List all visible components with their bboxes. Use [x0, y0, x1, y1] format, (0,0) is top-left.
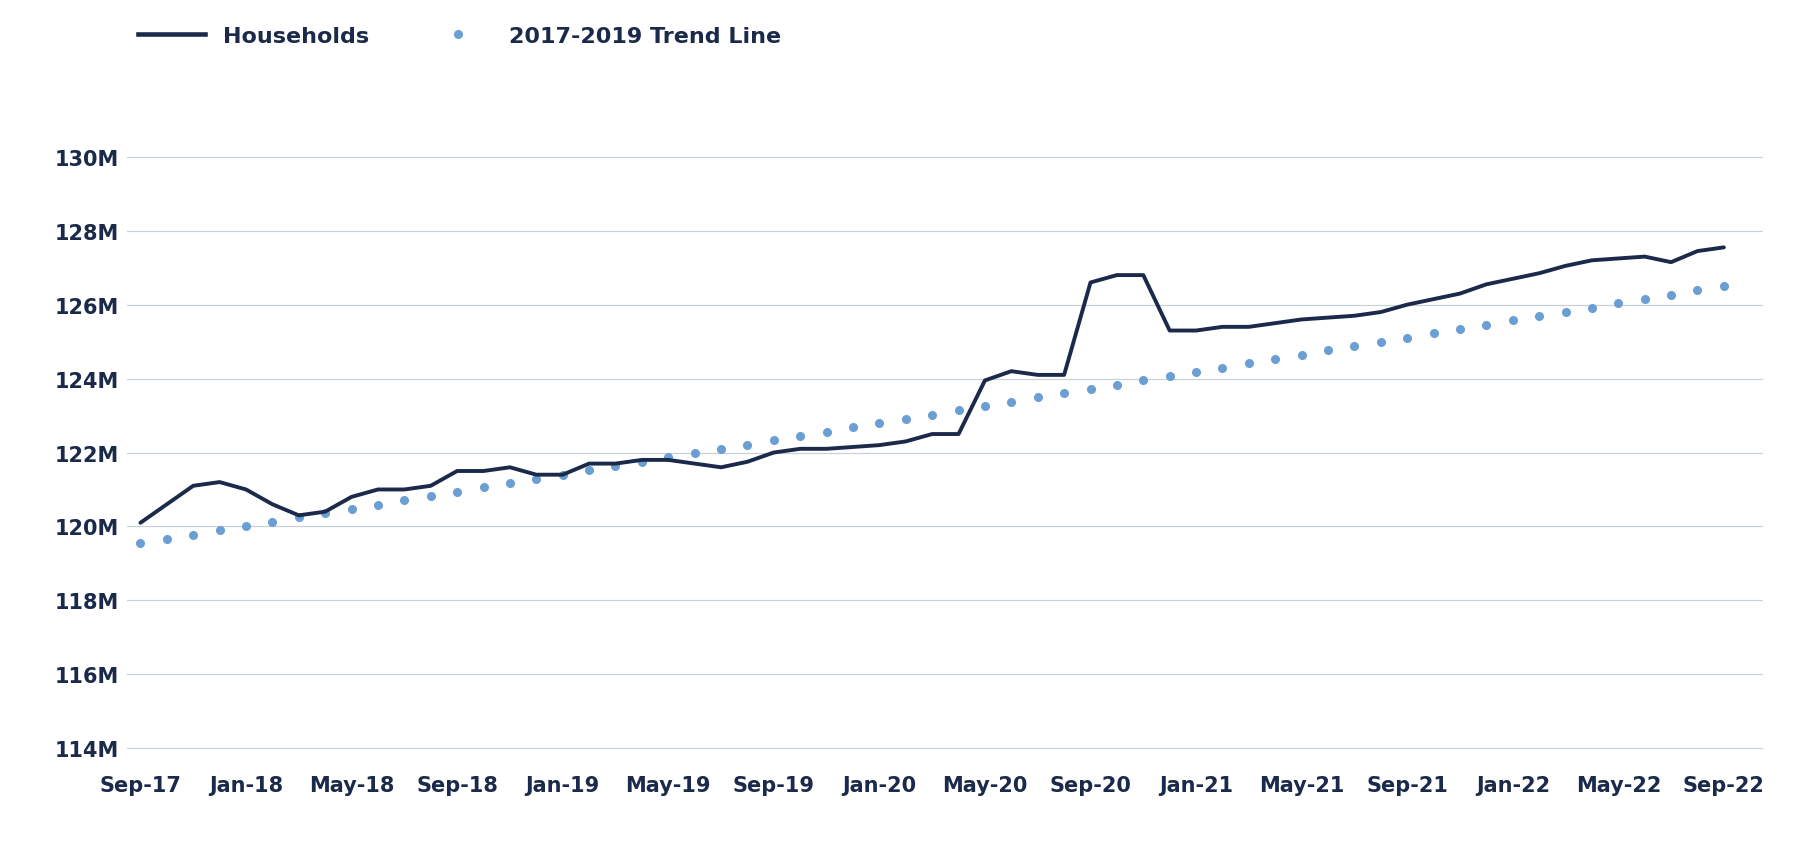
Legend: Households, 2017-2019 Trend Line: Households, 2017-2019 Trend Line [138, 27, 782, 47]
